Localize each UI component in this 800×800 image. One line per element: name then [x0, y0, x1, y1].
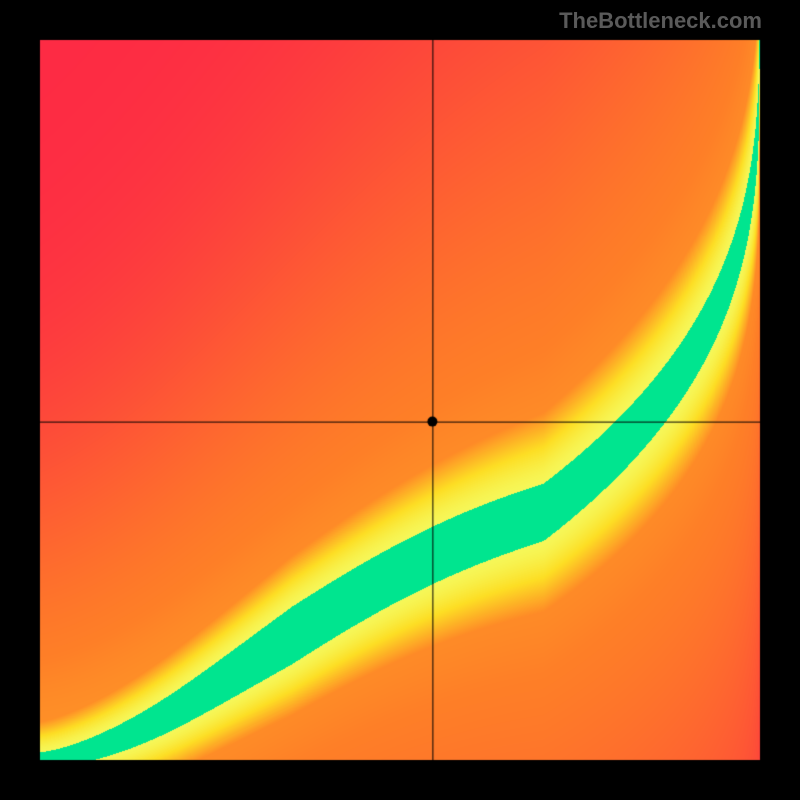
- bottleneck-heatmap: [0, 0, 800, 800]
- watermark-text: TheBottleneck.com: [559, 8, 762, 34]
